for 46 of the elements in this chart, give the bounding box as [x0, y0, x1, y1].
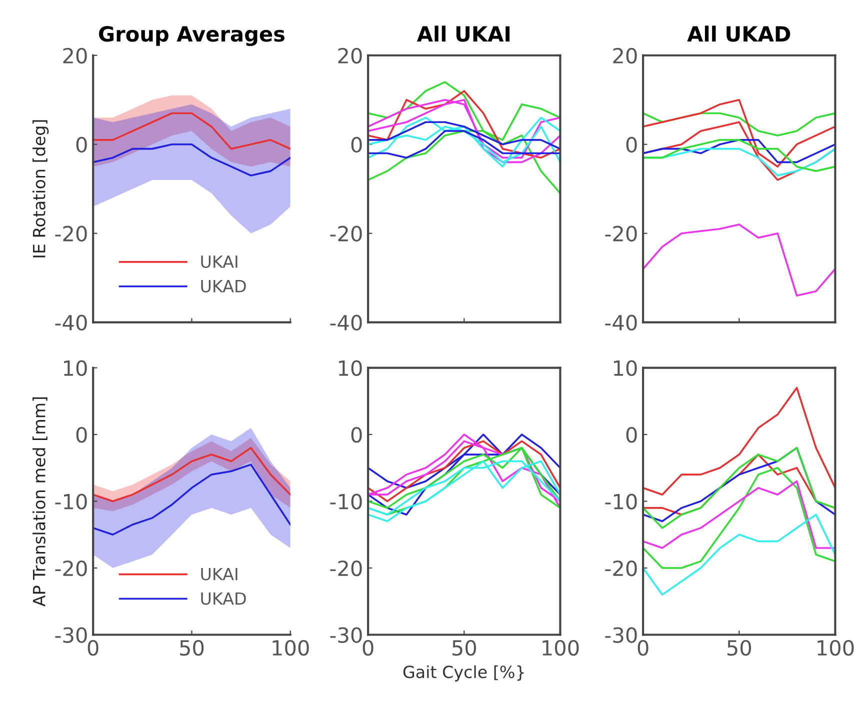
y-tick-label: 10 [64, 360, 87, 376]
chart-title: Group Averages [98, 26, 285, 46]
y-tick-label: -30 [605, 627, 637, 643]
chart-title: All UKAI [416, 26, 510, 42]
y-tick-label: 0 [351, 136, 362, 153]
y-tick-label: 20 [63, 48, 87, 64]
y-tick-label: 0 [626, 136, 637, 153]
y-tick-label: -30 [330, 627, 362, 643]
chart-title: All UKAD [687, 26, 790, 42]
y-axis-title: AP Translation med [mm] [32, 397, 48, 606]
x-axis-title: Gait Cycle [%} [403, 665, 524, 682]
y-tick-label: 0 [626, 426, 637, 443]
x-tick-label: 100 [818, 640, 854, 656]
y-tick-label: 10 [614, 360, 637, 376]
y-tick-label: -30 [55, 627, 87, 643]
y-tick-label: 0 [76, 426, 87, 443]
legend-label: UKAI [201, 568, 238, 580]
y-tick-label: 20 [338, 48, 362, 64]
y-tick-label: -20 [330, 226, 362, 242]
x-tick-label: 100 [272, 640, 309, 656]
y-tick-label: -10 [330, 494, 362, 510]
x-tick-label: 50 [727, 640, 752, 656]
x-tick-label: 100 [542, 640, 579, 656]
x-tick-label: 0 [88, 640, 98, 656]
y-tick-label: 10 [338, 360, 362, 376]
x-tick-label: 0 [362, 640, 374, 656]
y-tick-label: -20 [330, 560, 362, 576]
y-axis-title: IE Rotation [deg] [32, 120, 49, 258]
y-tick-label: 0 [351, 426, 362, 443]
y-tick-label: -20 [55, 560, 87, 576]
x-tick-label: 50 [452, 640, 476, 656]
y-tick-label: -20 [55, 226, 87, 242]
legend-label: UKAD [201, 280, 246, 292]
y-tick-label: 0 [76, 136, 87, 153]
legend-label: UKAI [201, 256, 238, 268]
y-tick-label: -20 [605, 560, 637, 576]
y-tick-label: -40 [55, 314, 87, 331]
x-tick-label: 50 [180, 640, 204, 656]
legend-label: UKAD [201, 592, 246, 605]
y-tick-label: -10 [605, 494, 637, 510]
y-tick-label: -40 [330, 314, 362, 331]
y-tick-label: 20 [613, 48, 637, 64]
y-tick-label: -10 [55, 494, 87, 510]
x-tick-label: 0 [638, 640, 648, 656]
y-tick-label: -20 [605, 226, 637, 242]
y-tick-label: -40 [605, 314, 637, 331]
